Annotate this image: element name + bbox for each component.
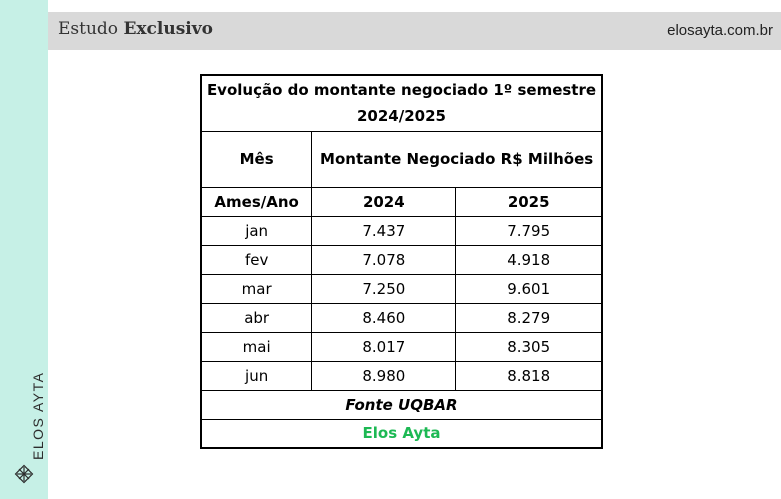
value-column-header: Montante Negociado R$ Milhões [311, 130, 603, 188]
data-table: Evolução do montante negociado 1º semest… [200, 74, 603, 449]
table-source-row: Fonte UQBAR [200, 389, 603, 420]
month-column-header: Mês [200, 130, 313, 188]
table-row: mar 7.250 9.601 [200, 273, 603, 304]
site-link[interactable]: elosayta.com.br [667, 22, 773, 39]
value-2024-cell: 7.437 [311, 215, 457, 246]
table-header-row: Mês Montante Negociado R$ Milhões [200, 130, 603, 188]
brand-note: Elos Ayta [200, 418, 603, 449]
value-2024-cell: 8.017 [311, 331, 457, 362]
title-bold: Exclusivo [123, 19, 213, 39]
value-2025-cell: 9.601 [455, 273, 603, 304]
table-row: jun 8.980 8.818 [200, 360, 603, 391]
table-brand-row: Elos Ayta [200, 418, 603, 449]
elos-ayta-logo-icon [14, 464, 34, 484]
table-title-row: Evolução do montante negociado 1º semest… [200, 74, 603, 132]
month-cell: fev [200, 244, 313, 275]
page-title: Estudo Exclusivo [58, 19, 213, 39]
side-brand-text: ELOS AYTA [30, 371, 46, 460]
source-note: Fonte UQBAR [200, 389, 603, 420]
year-2024-header: 2024 [311, 186, 457, 217]
value-2025-cell: 8.279 [455, 302, 603, 333]
value-2024-cell: 7.078 [311, 244, 457, 275]
value-2025-cell: 7.795 [455, 215, 603, 246]
header-bar: Estudo Exclusivo elosayta.com.br [48, 12, 781, 50]
value-2024-cell: 8.980 [311, 360, 457, 391]
month-cell: jun [200, 360, 313, 391]
table-subheader-row: Ames/Ano 2024 2025 [200, 186, 603, 217]
table-row: abr 8.460 8.279 [200, 302, 603, 333]
month-cell: abr [200, 302, 313, 333]
side-brand: ELOS AYTA [6, 360, 46, 490]
month-cell: mai [200, 331, 313, 362]
table-title: Evolução do montante negociado 1º semest… [200, 74, 603, 132]
table-row: jan 7.437 7.795 [200, 215, 603, 246]
title-prefix: Estudo [58, 19, 119, 39]
month-cell: mar [200, 273, 313, 304]
table-row: fev 7.078 4.918 [200, 244, 603, 275]
year-2025-header: 2025 [455, 186, 603, 217]
table-row: mai 8.017 8.305 [200, 331, 603, 362]
value-2025-cell: 8.305 [455, 331, 603, 362]
month-cell: jan [200, 215, 313, 246]
value-2024-cell: 8.460 [311, 302, 457, 333]
value-2024-cell: 7.250 [311, 273, 457, 304]
month-subheader: Ames/Ano [200, 186, 313, 217]
value-2025-cell: 8.818 [455, 360, 603, 391]
table-container: Evolução do montante negociado 1º semest… [200, 74, 603, 451]
value-2025-cell: 4.918 [455, 244, 603, 275]
side-strip: ELOS AYTA [0, 0, 48, 499]
